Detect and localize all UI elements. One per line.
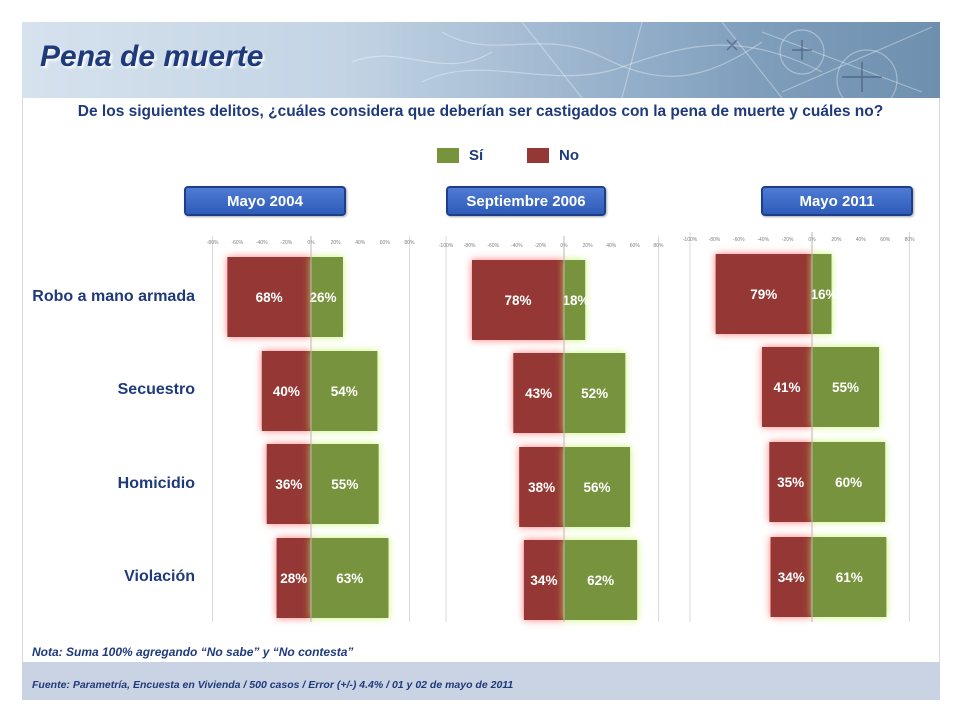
bar-no bbox=[266, 444, 311, 524]
bar-no bbox=[261, 351, 311, 431]
tick-label: -20% bbox=[281, 240, 293, 246]
category-label-secuestro: Secuestro bbox=[117, 381, 195, 398]
bar-no bbox=[769, 442, 812, 522]
legend-item-si: Sí bbox=[437, 147, 483, 164]
tick-label: 20% bbox=[583, 243, 594, 249]
period-label-septiembre-2006: Septiembre 2006 bbox=[446, 186, 606, 216]
period-label-mayo-2011: Mayo 2011 bbox=[761, 186, 913, 216]
data-label-no: 36% bbox=[275, 477, 302, 492]
page-title: Pena de muerte bbox=[40, 40, 264, 73]
tick-label: 60% bbox=[630, 243, 641, 249]
bar-no bbox=[513, 353, 564, 433]
data-label-si: 55% bbox=[832, 380, 859, 395]
period-label-mayo-2004: Mayo 2004 bbox=[184, 186, 346, 216]
tick-label: 40% bbox=[856, 237, 867, 243]
legend-swatch-no bbox=[527, 148, 549, 163]
category-label-violacion: Violación bbox=[124, 568, 195, 585]
category-label-robo: Robo a mano armada bbox=[32, 288, 195, 305]
tick-label: -40% bbox=[511, 243, 523, 249]
data-label-si: 56% bbox=[584, 480, 611, 495]
bar-si bbox=[812, 254, 832, 334]
header-decoration bbox=[351, 22, 933, 98]
data-label-no: 41% bbox=[773, 380, 800, 395]
header-banner bbox=[22, 22, 940, 98]
data-label-si: 54% bbox=[331, 384, 358, 399]
tick-label: -60% bbox=[487, 243, 499, 249]
tick-label: -20% bbox=[535, 243, 547, 249]
bar-no bbox=[523, 540, 564, 620]
tick-label: -20% bbox=[782, 237, 794, 243]
tick-label: -80% bbox=[709, 237, 721, 243]
bar-no bbox=[770, 537, 812, 617]
data-label-no: 43% bbox=[525, 386, 552, 401]
tick-label: 80% bbox=[905, 237, 916, 243]
data-label-no: 38% bbox=[528, 480, 555, 495]
bar-no bbox=[715, 254, 812, 334]
data-label-no: 28% bbox=[280, 571, 307, 586]
bar-si bbox=[564, 260, 586, 340]
bar-no bbox=[471, 260, 564, 340]
bar-si bbox=[564, 540, 638, 620]
bar-si bbox=[812, 442, 886, 522]
legend-label-no: No bbox=[559, 147, 579, 164]
legend-item-no: No bbox=[527, 147, 579, 164]
data-label-no: 34% bbox=[778, 570, 805, 585]
tick-label: 40% bbox=[355, 240, 366, 246]
tick-label: 40% bbox=[606, 243, 617, 249]
bar-si bbox=[564, 353, 626, 433]
data-label-si: 26% bbox=[309, 290, 336, 305]
chart-question: De los siguientes delitos, ¿cuáles consi… bbox=[77, 103, 884, 120]
source-text: Fuente: Parametría, Encuesta en Vivienda… bbox=[32, 679, 514, 691]
legend-swatch-si bbox=[437, 148, 459, 163]
tick-label: -40% bbox=[757, 237, 769, 243]
bar-no bbox=[276, 538, 311, 618]
data-label-si: 63% bbox=[336, 571, 363, 586]
tick-label: 20% bbox=[331, 240, 342, 246]
tick-label: 80% bbox=[653, 243, 664, 249]
tick-label: -40% bbox=[256, 240, 268, 246]
tick-label: -60% bbox=[733, 237, 745, 243]
tick-label: -60% bbox=[231, 240, 243, 246]
data-label-no: 78% bbox=[504, 293, 531, 308]
bar-si bbox=[311, 351, 378, 431]
legend-label-si: Sí bbox=[469, 147, 484, 164]
bar-si bbox=[812, 347, 880, 427]
bar-no bbox=[519, 447, 564, 527]
tick-label: -100% bbox=[683, 237, 698, 243]
data-label-no: 68% bbox=[256, 290, 283, 305]
tick-label: -80% bbox=[464, 243, 476, 249]
data-label-no: 34% bbox=[530, 573, 557, 588]
data-label-no: 40% bbox=[273, 384, 300, 399]
data-label-no: 35% bbox=[777, 475, 804, 490]
bar-no bbox=[761, 347, 812, 427]
bar-si bbox=[311, 444, 379, 524]
category-label-homicidio: Homicidio bbox=[117, 475, 195, 492]
tick-label: 80% bbox=[404, 240, 415, 246]
bar-si bbox=[311, 257, 343, 337]
tick-label: -80% bbox=[207, 240, 219, 246]
data-label-no: 79% bbox=[750, 287, 777, 302]
bar-no bbox=[227, 257, 311, 337]
tick-label: 20% bbox=[831, 237, 842, 243]
bar-si bbox=[564, 447, 631, 527]
data-label-si: 16% bbox=[810, 287, 837, 302]
bar-si bbox=[311, 538, 389, 618]
tick-label: -100% bbox=[439, 243, 454, 249]
tick-label: 60% bbox=[880, 237, 891, 243]
data-label-si: 52% bbox=[581, 386, 608, 401]
data-label-si: 55% bbox=[331, 477, 358, 492]
data-label-si: 18% bbox=[562, 293, 589, 308]
data-label-si: 61% bbox=[836, 570, 863, 585]
tick-label: 60% bbox=[380, 240, 391, 246]
note-text: Nota: Suma 100% agregando “No sabe” y “N… bbox=[32, 645, 354, 659]
data-label-si: 60% bbox=[835, 475, 862, 490]
bar-si bbox=[812, 537, 887, 617]
data-label-si: 62% bbox=[587, 573, 614, 588]
footer-band bbox=[22, 662, 940, 700]
